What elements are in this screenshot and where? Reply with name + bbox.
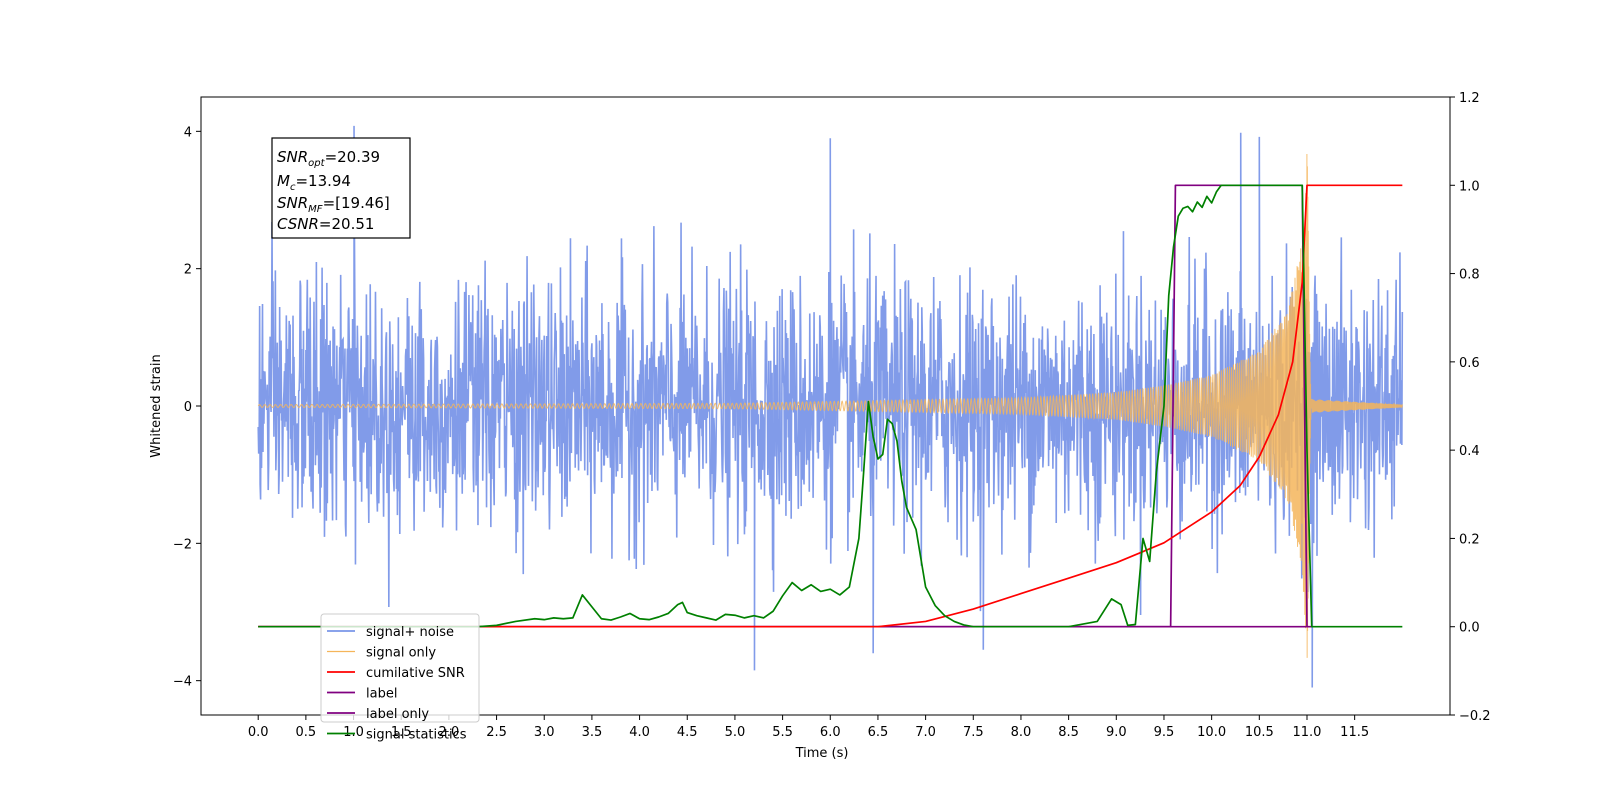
y-tick-label: 4 [184, 125, 192, 140]
series-signal-statistics [258, 184, 1403, 628]
x-tick-label: 3.5 [582, 725, 603, 740]
x-tick-label: 9.0 [1106, 725, 1127, 740]
legend: signal+ noise signal only cumilative SNR la… [320, 613, 480, 743]
legend-label-label-only: label only [366, 707, 429, 722]
x-tick-label: 8.0 [1011, 725, 1032, 740]
annotation-line-mc: Mc=13.94 [277, 172, 351, 193]
y2-tick-label: 0.0 [1459, 621, 1480, 636]
annotation-line-csnr: CSNR=20.51 [277, 215, 374, 233]
snr-annotation-box: SNRopt=20.39 Mc=13.94 SNRMF=[19.46] CSNR… [271, 137, 411, 239]
y2-tick-label: 0.2 [1459, 532, 1480, 547]
x-tick-label: 10.5 [1245, 725, 1274, 740]
y-tick-label: 2 [184, 263, 192, 278]
x-tick-label: 0.5 [296, 725, 317, 740]
y2-tick-label: −0.2 [1459, 709, 1491, 724]
x-axis: 0.0 0.5 1.0 1.5 2.0 2.5 3.0 3.5 4.0 4.5 5.0 5.5 6.0 6… [248, 715, 1369, 740]
y2-tick-label: 0.4 [1459, 444, 1480, 459]
legend-label-signal-statistics: signal statistics [366, 728, 467, 743]
y-axis-left: −4 −2 0 2 4 [173, 125, 201, 690]
x-tick-label: 4.5 [677, 725, 698, 740]
x-tick-label: 2.0 [439, 725, 460, 740]
y-axis-right: −0.2 0.0 0.2 0.4 0.6 0.8 1.0 1.2 [1450, 91, 1491, 724]
x-tick-label: 1.5 [391, 725, 412, 740]
x-tick-label: 4.0 [629, 725, 650, 740]
legend-label-label: label [366, 687, 397, 702]
x-tick-label: 11.0 [1293, 725, 1322, 740]
legend-label-signal-noise: signal+ noise [366, 625, 454, 640]
legend-label-signal-only: signal only [366, 646, 436, 661]
x-tick-label: 8.5 [1058, 725, 1079, 740]
y-tick-label: −4 [173, 675, 192, 690]
x-tick-label: 5.0 [725, 725, 746, 740]
x-tick-label: 7.0 [915, 725, 936, 740]
x-axis-label: Time (s) [795, 746, 849, 761]
y2-tick-label: 1.2 [1459, 91, 1480, 106]
x-tick-label: 2.5 [486, 725, 507, 740]
x-tick-label: 6.0 [820, 725, 841, 740]
y2-tick-label: 0.8 [1459, 268, 1480, 283]
annotation-line-snr-opt: SNRopt=20.39 [277, 148, 380, 169]
y-axis-label: Whitened strain [149, 354, 164, 457]
x-tick-label: 1.0 [343, 725, 364, 740]
y-tick-label: −2 [173, 537, 192, 552]
x-tick-label: 10.0 [1197, 725, 1226, 740]
y-tick-label: 0 [184, 400, 192, 415]
annotation-line-snr-mf: SNRMF=[19.46] [277, 194, 390, 215]
legend-label-cumilative-snr: cumilative SNR [366, 666, 465, 681]
x-tick-label: 3.0 [534, 725, 555, 740]
x-tick-label: 11.5 [1340, 725, 1369, 740]
series-signal-only [257, 153, 1403, 658]
y2-tick-label: 0.6 [1459, 356, 1480, 371]
x-tick-label: 7.5 [963, 725, 984, 740]
x-tick-label: 0.0 [248, 725, 269, 740]
y2-tick-label: 1.0 [1459, 179, 1480, 194]
series-signal-noise [257, 125, 1404, 688]
x-tick-label: 6.5 [868, 725, 889, 740]
x-tick-label: 9.5 [1154, 725, 1175, 740]
x-tick-label: 5.5 [772, 725, 793, 740]
